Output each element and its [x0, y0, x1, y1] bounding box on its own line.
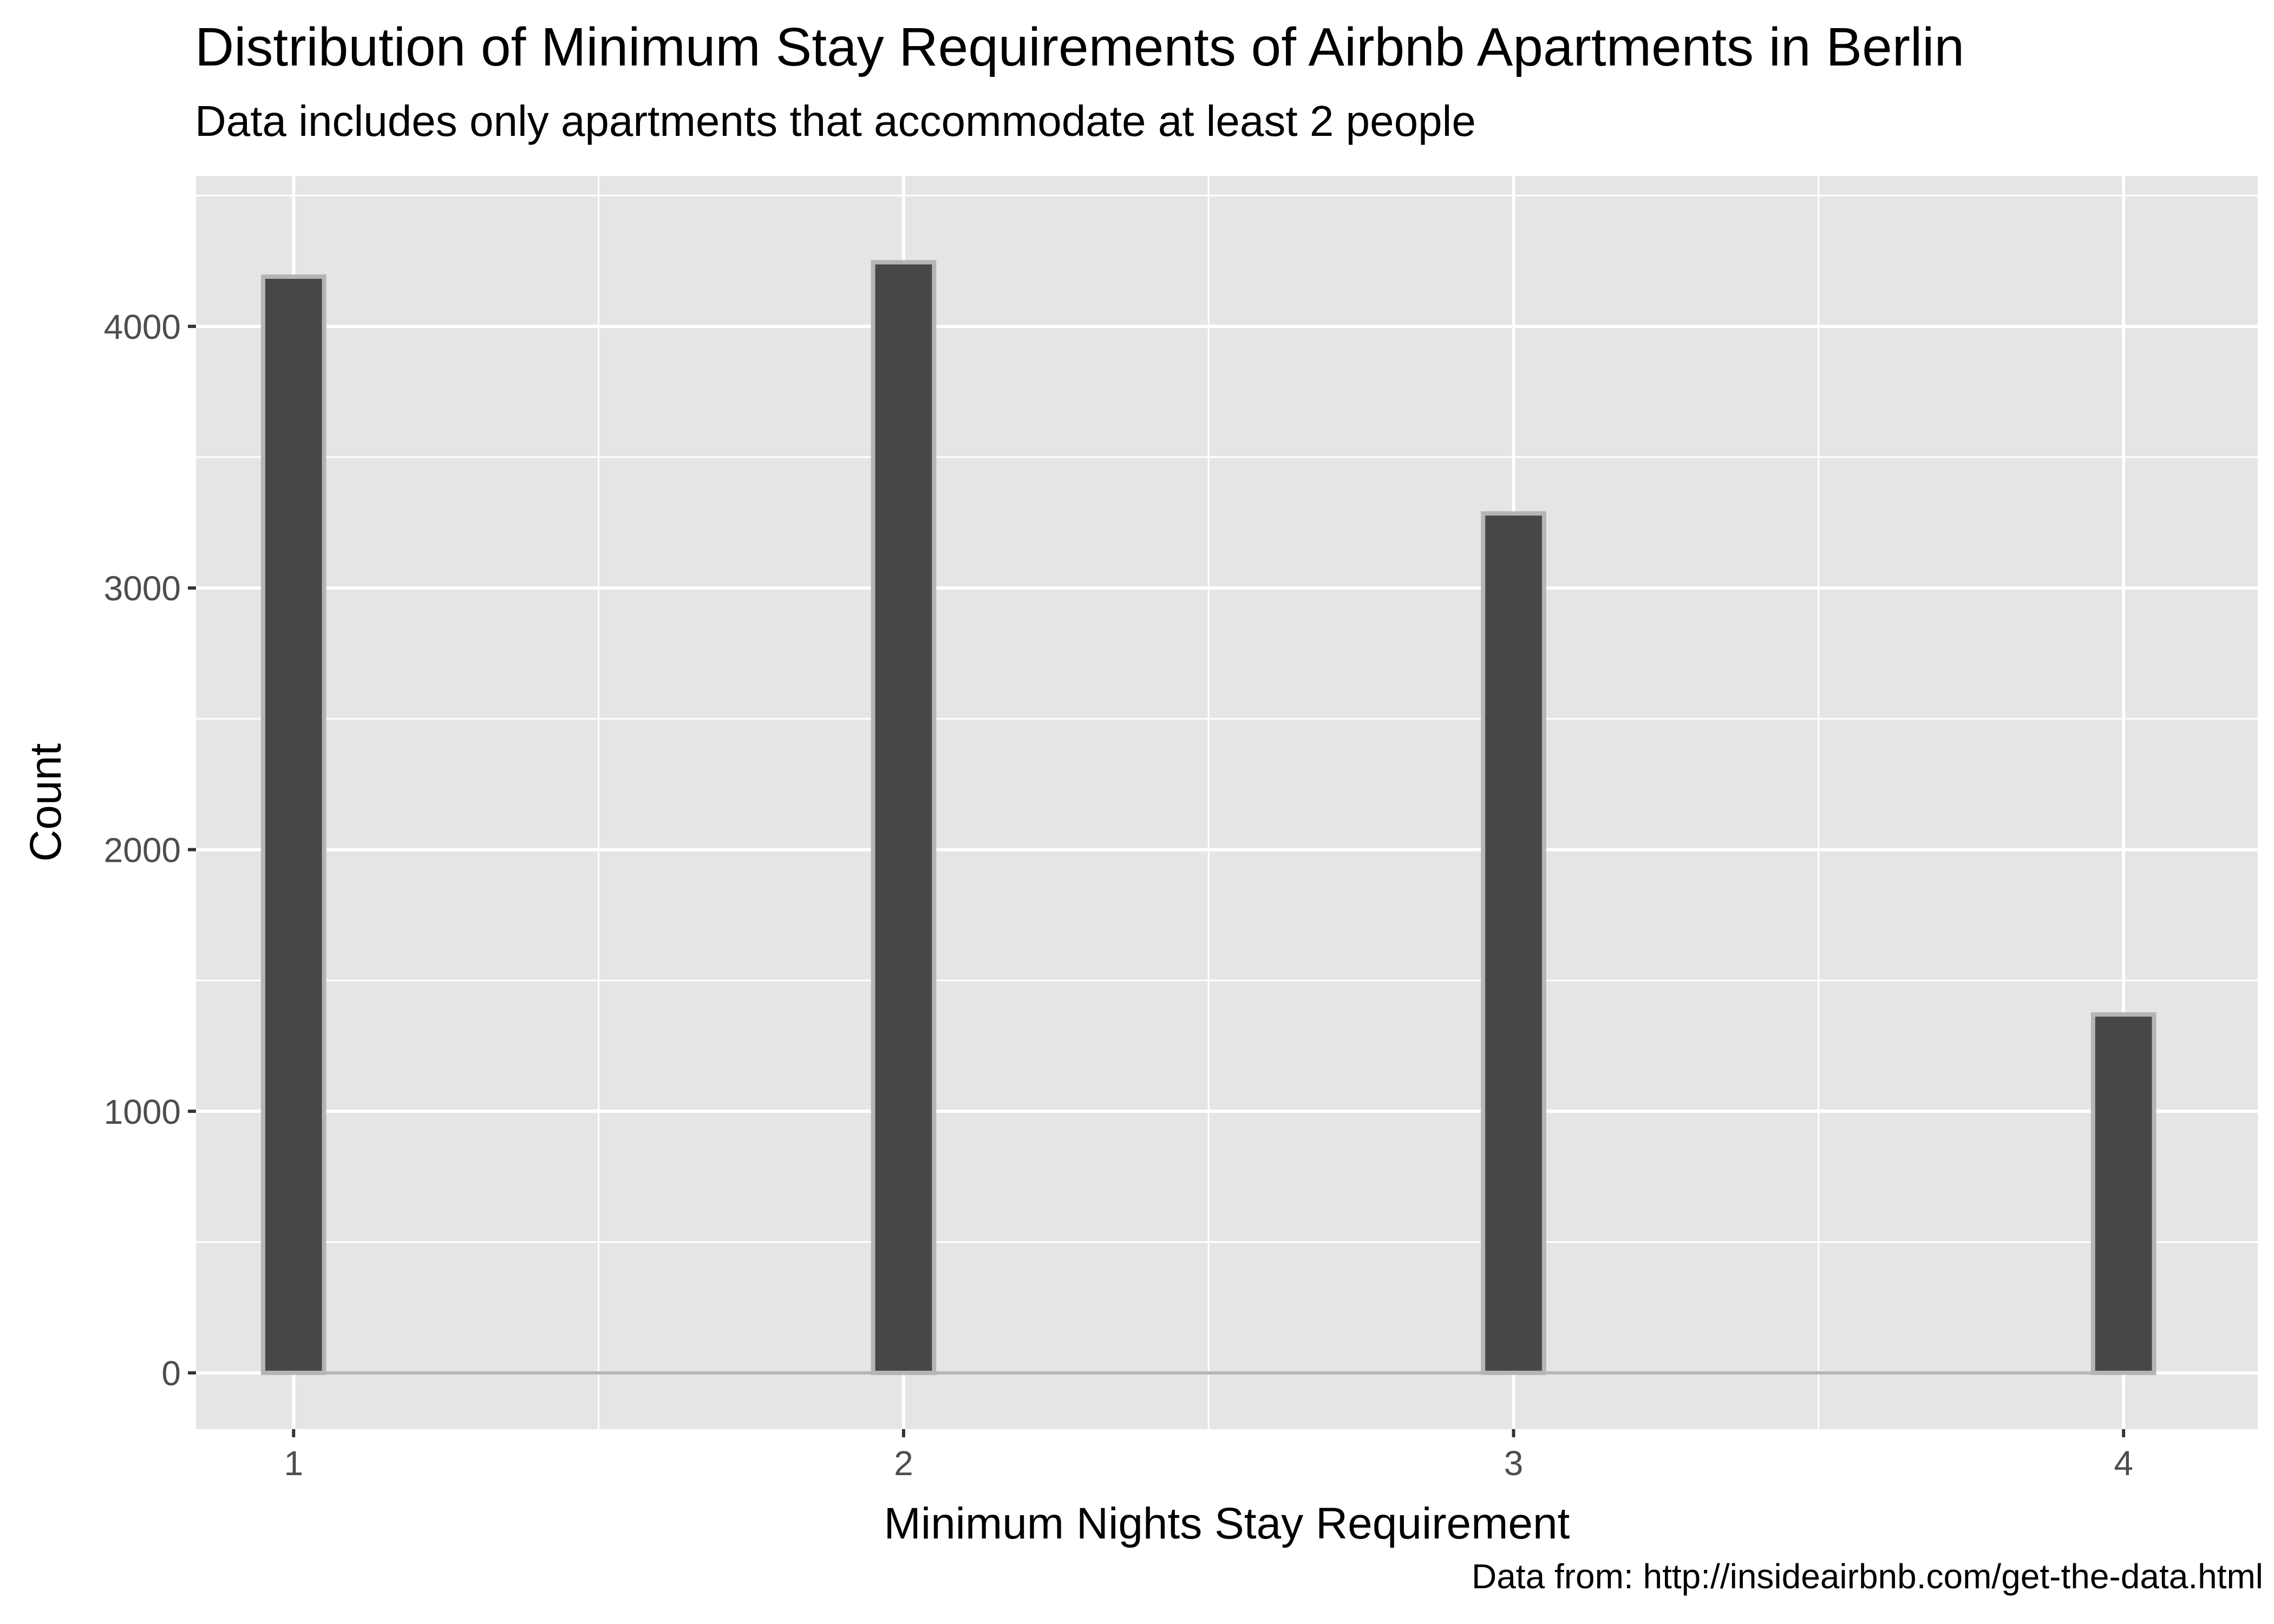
minor-gridlines [196, 176, 2258, 1429]
y-axis-label: Count [21, 743, 70, 862]
bars [260, 260, 2157, 1376]
bar-2 [871, 260, 937, 1376]
x-tick-label: 1 [284, 1444, 303, 1483]
bar-4 [2090, 1012, 2157, 1376]
x-tick-label: 3 [1504, 1444, 1524, 1483]
chart-subtitle: Data includes only apartments that accom… [195, 97, 1476, 145]
y-axis: 0 1000 2000 3000 4000 [104, 307, 196, 1393]
x-tick-label: 2 [894, 1444, 913, 1483]
plot-panel [196, 176, 2258, 1429]
bar-1 [260, 274, 326, 1376]
x-axis: 1 2 3 4 [284, 1429, 2133, 1483]
x-axis-label: Minimum Nights Stay Requirement [884, 1499, 1570, 1548]
y-tick-label: 1000 [104, 1092, 181, 1131]
y-tick-label: 3000 [104, 569, 181, 608]
x-tick-label: 4 [2114, 1444, 2133, 1483]
data-source-caption: Data from: http://insideairbnb.com/get-t… [1471, 1557, 2263, 1596]
y-tick-label: 2000 [104, 830, 181, 869]
bar-3 [1481, 511, 1546, 1376]
chart-title: Distribution of Minimum Stay Requirement… [195, 17, 1965, 77]
y-tick-label: 0 [161, 1354, 181, 1393]
y-tick-label: 4000 [104, 307, 181, 346]
